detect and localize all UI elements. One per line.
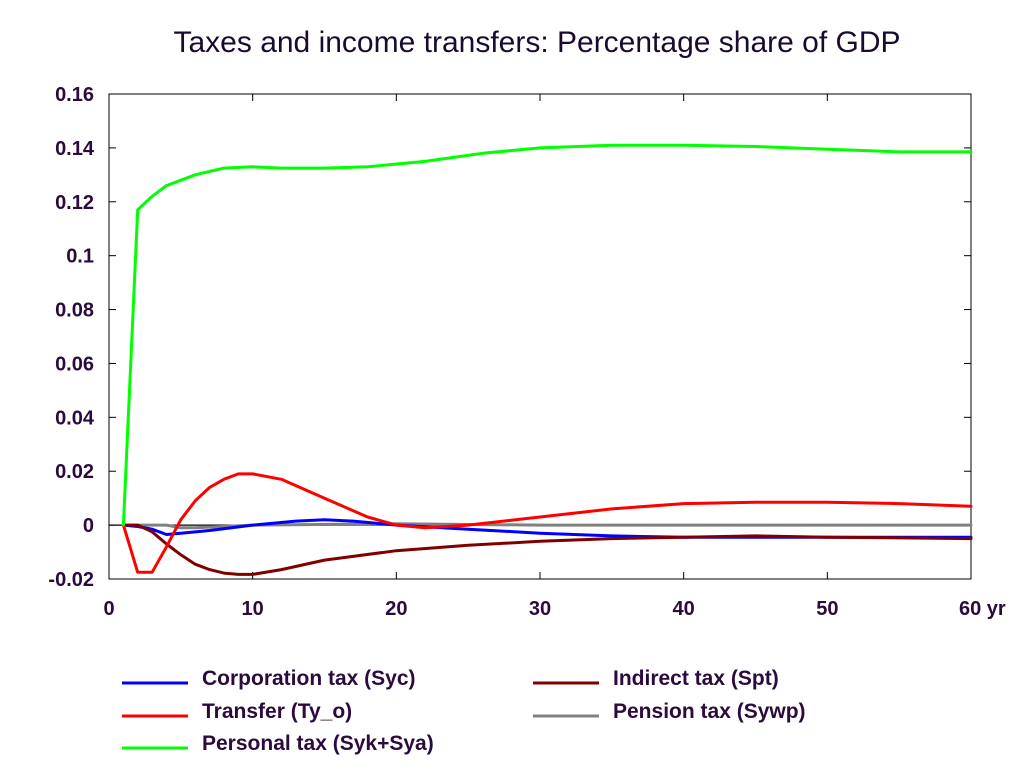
y-tick-label: 0.04 xyxy=(55,407,95,429)
y-tick-label: 0.06 xyxy=(55,353,94,375)
x-tick-label: 20 xyxy=(385,598,407,620)
series-line-1 xyxy=(121,472,973,574)
y-tick-label: 0.08 xyxy=(55,300,94,322)
legend: Corporation tax (Syc) Transfer (Ty_o) Pers… xyxy=(122,667,806,755)
y-tick-label: 0 xyxy=(83,515,94,537)
series-line-3 xyxy=(121,523,973,576)
y-tick-label: 0.14 xyxy=(55,138,95,160)
series-line-0 xyxy=(121,518,973,539)
legend-label: Pension tax (Sywp) xyxy=(613,700,806,723)
series-line-2 xyxy=(121,143,973,527)
legend-label: Corporation tax (Syc) xyxy=(202,667,416,690)
y-tick-label: 0.16 xyxy=(55,84,94,106)
x-tick-label: 50 xyxy=(816,598,838,620)
x-tick-label: 40 xyxy=(673,598,695,620)
legend-label: Transfer (Ty_o) xyxy=(202,700,352,723)
series-layer xyxy=(121,143,973,576)
x-tick-label: 30 xyxy=(529,598,551,620)
legend-label: Indirect tax (Spt) xyxy=(613,667,779,690)
axis-ticks: -0.02 0 0.02 0.04 0.06 0.08 0.1 0.12 0.14 0.16 0 10… xyxy=(48,84,1006,620)
x-tick-label: 10 xyxy=(242,598,264,620)
legend-label: Personal tax (Syk+Sya) xyxy=(202,732,434,755)
y-tick-label: 0.1 xyxy=(66,246,94,268)
y-tick-label: 0.12 xyxy=(55,192,94,214)
x-tick-label: 0 xyxy=(103,598,114,620)
y-tick-label: 0.02 xyxy=(55,461,94,483)
y-tick-label: -0.02 xyxy=(48,569,94,591)
x-tick-label: 60 yr xyxy=(959,598,1006,620)
chart-title: Taxes and income transfers: Percentage s… xyxy=(173,26,900,59)
